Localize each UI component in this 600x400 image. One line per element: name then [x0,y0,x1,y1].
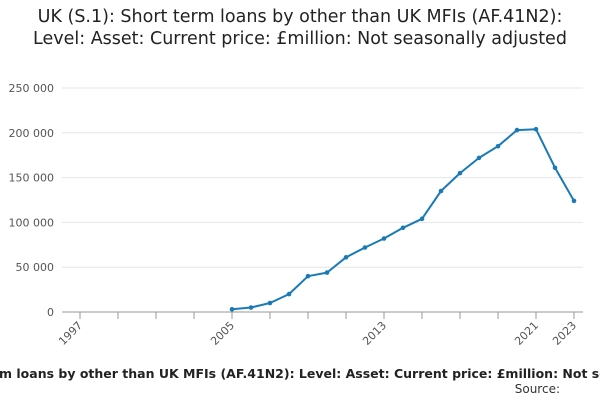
x-axis [62,311,583,319]
data-point [267,300,273,306]
series-line-group [231,128,575,311]
data-point [343,255,349,260]
data-point [514,127,520,133]
data-point [286,291,292,297]
data-point [381,236,387,241]
x-tick-label: 1997 [56,319,85,348]
data-point [571,198,577,204]
data-point [495,143,501,149]
data-point [552,165,558,171]
x-tick-labels: 1997 2005 2013 2021 2023 [56,319,579,348]
data-point [362,245,368,250]
x-tick-label: 2013 [360,319,389,348]
data-point [305,273,311,279]
y-tick-labels: 0 50 000 100 000 150 000 200 000 250 000 [9,82,55,319]
data-point [438,188,444,194]
data-point [533,126,539,132]
grid-lines [62,87,583,268]
x-tick-label: 2021 [512,319,541,348]
chart-caption-text: UK (S.1): Short term loans by other than… [0,366,600,381]
data-point [324,270,330,275]
chart-caption: UK (S.1): Short term loans by other than… [0,366,600,382]
y-tick-label: 200 000 [9,127,55,140]
y-tick-label: 50 000 [16,261,55,274]
data-point [248,305,254,310]
y-tick-label: 100 000 [9,216,55,229]
series-line [231,128,575,311]
data-point [419,216,425,222]
y-tick-label: 150 000 [9,172,55,185]
source-label: Source: [514,382,560,396]
data-point [476,155,482,161]
data-point [400,225,406,231]
y-tick-label: 250 000 [9,82,55,95]
data-point [229,307,235,312]
x-tick-label: 2023 [550,319,579,348]
chart-title: UK (S.1): Short term loans by other than… [33,7,567,49]
data-point [457,170,463,176]
y-tick-label: 0 [47,306,54,319]
x-tick-label: 2005 [208,319,237,348]
data-points [229,126,577,312]
